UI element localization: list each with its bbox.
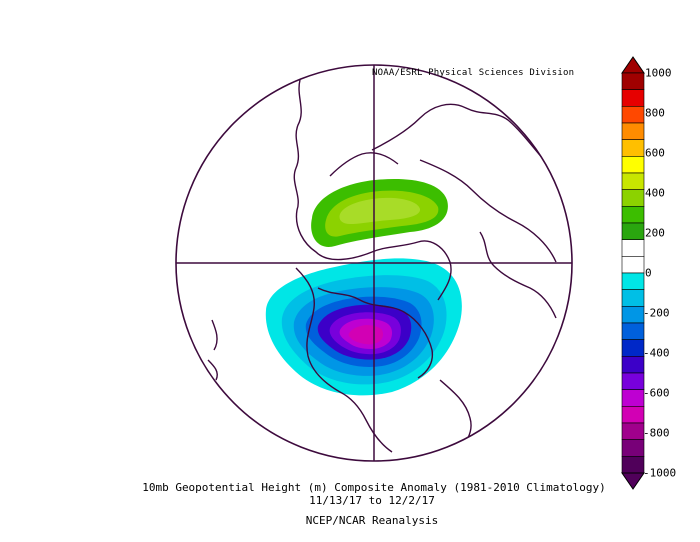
- colorbar-cell: [621, 339, 645, 357]
- coastlines: [207, 79, 557, 455]
- colorbar-cell: [621, 122, 645, 140]
- map-border: [175, 64, 573, 462]
- colorbar-label: -800: [643, 426, 670, 440]
- colorbar-cell: [621, 222, 645, 240]
- colorbar-top-arrow: [621, 56, 645, 74]
- colorbar-cell: [621, 389, 645, 407]
- colorbar-label: -600: [643, 386, 670, 400]
- colorbar-cell: [621, 256, 645, 274]
- colorbar-cell: [621, 439, 645, 457]
- colorbar-cell: [621, 372, 645, 390]
- colorbar-cell: [621, 356, 645, 374]
- colorbar-label: 0: [645, 266, 652, 280]
- colorbar-cell: [621, 406, 645, 424]
- caption-source: NCEP/NCAR Reanalysis: [305, 514, 439, 527]
- colorbar-label: 600: [645, 146, 665, 160]
- colorbar-cell: [621, 106, 645, 124]
- colorbar-label: 400: [645, 186, 665, 200]
- colorbar-bottom-arrow: [621, 472, 645, 490]
- colorbar-label: 1000: [645, 66, 672, 80]
- positive-anomaly: [311, 179, 448, 247]
- colorbar-cell: [621, 206, 645, 224]
- colorbar-cell: [621, 239, 645, 257]
- colorbar-label: -1000: [643, 466, 677, 480]
- colorbar-cell: [621, 272, 645, 290]
- colorbar-cell: [621, 306, 645, 324]
- colorbar-cell: [621, 422, 645, 440]
- colorbar: [621, 56, 645, 490]
- credit-text: NOAA/ESRL Physical Sciences Division: [372, 68, 575, 78]
- colorbar-cell: [621, 72, 645, 90]
- colorbar-cell: [621, 456, 645, 474]
- colorbar-label: 200: [645, 226, 665, 240]
- caption-title: 10mb Geopotential Height (m) Composite A…: [142, 481, 606, 494]
- colorbar-label: -200: [643, 306, 670, 320]
- colorbar-cell: [621, 172, 645, 190]
- colorbar-cell: [621, 156, 645, 174]
- colorbar-cell: [621, 89, 645, 107]
- colorbar-cell: [621, 322, 645, 340]
- colorbar-label: 800: [645, 106, 665, 120]
- negative-anomaly: [265, 258, 462, 396]
- caption-dates: 11/13/17 to 12/2/17: [309, 494, 435, 507]
- colorbar-cell: [621, 189, 645, 207]
- colorbar-cell: [621, 139, 645, 157]
- colorbar-cell: [621, 289, 645, 307]
- colorbar-label: -400: [643, 346, 670, 360]
